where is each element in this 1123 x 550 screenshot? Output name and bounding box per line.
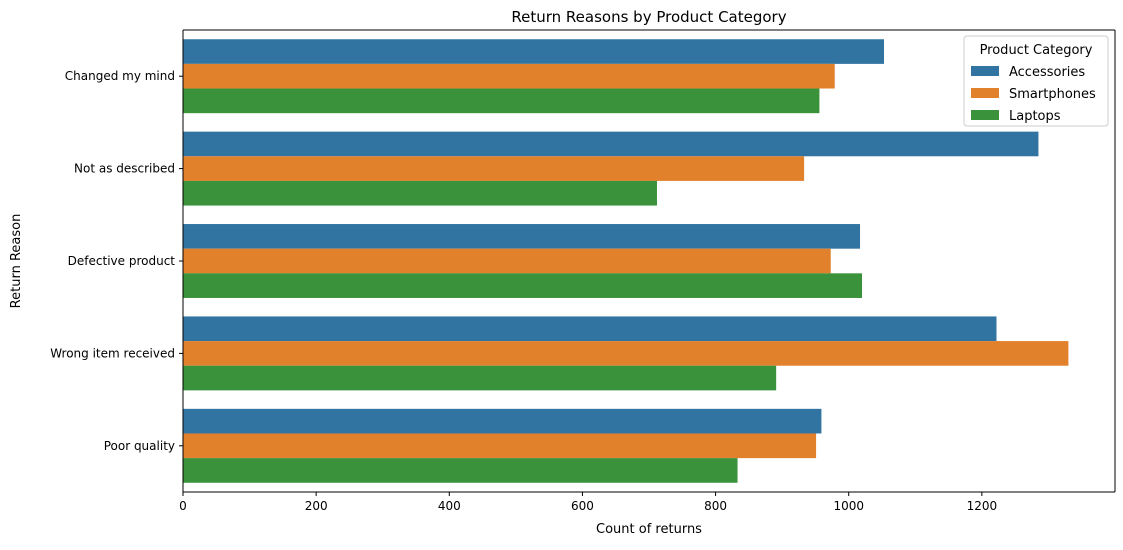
x-tick-label: 400 (438, 499, 461, 513)
chart-title: Return Reasons by Product Category (511, 8, 786, 26)
y-tick-label: Wrong item received (50, 346, 175, 360)
legend-label-accessories: Accessories (1009, 65, 1085, 80)
legend-title: Product Category (980, 43, 1093, 58)
x-tick-label: 600 (571, 499, 594, 513)
legend-swatch-accessories (971, 66, 999, 76)
bar-smartphones-2 (183, 156, 805, 181)
x-tick-label: 200 (305, 499, 328, 513)
bars-layer (183, 39, 1069, 483)
bar-accessories-3 (183, 224, 861, 249)
x-tick-label: 800 (704, 499, 727, 513)
bar-smartphones-1 (183, 63, 835, 89)
bar-laptops-5 (183, 458, 738, 483)
bar-laptops-3 (183, 273, 863, 298)
bar-laptops-1 (183, 88, 820, 114)
y-tick-label: Not as described (74, 162, 175, 176)
legend-swatch-laptops (971, 110, 999, 120)
bar-accessories-5 (183, 408, 822, 434)
legend-items: Accessories Smartphones Laptops (971, 65, 1096, 124)
x-tick-label: 1000 (833, 499, 864, 513)
legend-label-smartphones: Smartphones (1009, 87, 1096, 102)
bar-smartphones-4 (183, 341, 1069, 366)
legend-label-laptops: Laptops (1009, 109, 1061, 124)
x-axis-label: Count of returns (596, 522, 702, 537)
y-tick-label: Defective product (68, 254, 176, 268)
bar-laptops-2 (183, 180, 657, 206)
x-tick-label: 1200 (967, 499, 998, 513)
bar-laptops-4 (183, 365, 777, 391)
bar-accessories-1 (183, 39, 884, 64)
y-tick-label: Changed my mind (65, 69, 175, 83)
bar-smartphones-3 (183, 248, 831, 274)
ticks-layer: 0 200 400 600 800 1000 1200 Changed my mind Not … (50, 69, 997, 513)
x-tick-label: 0 (179, 499, 187, 513)
bar-accessories-4 (183, 316, 997, 342)
y-tick-label: Poor quality (104, 439, 175, 453)
legend-swatch-smartphones (971, 88, 999, 98)
legend: Product Category Accessories Smartphones L… (963, 35, 1109, 127)
bar-smartphones-5 (183, 433, 817, 459)
legend-frame (963, 35, 1109, 127)
y-axis-label: Return Reason (9, 214, 24, 309)
axes-layer (182, 29, 1116, 493)
bar-accessories-2 (183, 131, 1039, 157)
